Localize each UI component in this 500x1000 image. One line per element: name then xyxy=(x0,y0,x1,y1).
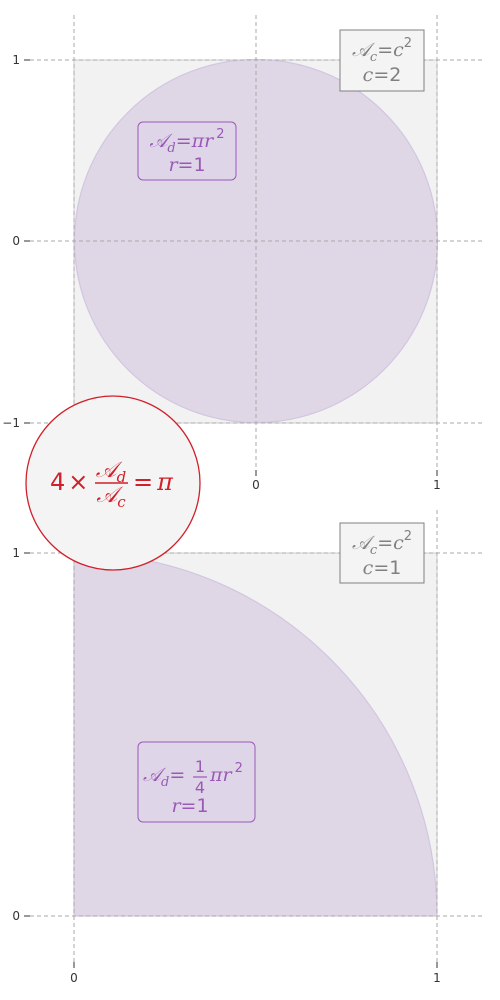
bottom-grid xyxy=(30,510,482,962)
pi-badge-lhs: 4 × xyxy=(50,468,88,496)
top-x-tick-label: 0 xyxy=(252,478,260,492)
bottom-quarter-disk xyxy=(73,552,438,917)
top-y-tick-label: 0 xyxy=(12,234,20,248)
pi-badge-rhs: = π xyxy=(133,468,174,496)
top-square-area-formula: 𝒜c=c2 xyxy=(352,36,412,65)
top-disk-area-formula: 𝒜d=πr 2 xyxy=(149,127,224,156)
bottom-disk-area-rhs: πr 2 xyxy=(209,761,243,786)
top-disk-label: 𝒜d=πr 2 r=1 xyxy=(137,121,237,181)
bottom-panel: 1 0 0 1 𝒜c=c2 c=1 𝒜d= 1 4 πr 2 r=1 xyxy=(12,510,482,985)
top-x-tick-label: 1 xyxy=(433,478,441,492)
top-y-tick-label: 1 xyxy=(12,53,20,67)
bottom-y-tick-label: 1 xyxy=(12,546,20,560)
bottom-x-ticks xyxy=(73,962,438,968)
bottom-square-label-box xyxy=(339,522,425,584)
bottom-x-tick-label: 0 xyxy=(70,971,78,985)
bottom-disk-label-box xyxy=(137,741,256,823)
top-y-tick-label: −1 xyxy=(2,416,20,430)
top-panel: 1 0 −1 −1 0 1 𝒜c=c2 c=2 𝒜d=πr2 r=1 xyxy=(2,15,482,492)
top-grid xyxy=(30,15,482,470)
top-x-ticks xyxy=(255,470,438,476)
top-square-label: 𝒜c=c2 c=2 xyxy=(339,29,425,92)
bottom-square-side-formula: c=1 xyxy=(363,557,402,579)
top-y-ticks xyxy=(24,59,30,424)
bottom-disk-radius-formula: r=1 xyxy=(171,795,208,817)
bottom-square-area-formula: 𝒜c=c2 xyxy=(352,529,412,558)
bottom-disk-label: 𝒜d= 1 4 πr 2 r=1 xyxy=(137,741,256,823)
bottom-y-tick-label: 0 xyxy=(12,909,20,923)
bottom-y-ticks xyxy=(24,552,30,917)
pi-badge: 4 × 𝒜d 𝒜c = π xyxy=(25,395,201,571)
bottom-disk-frac-den: 4 xyxy=(195,778,205,797)
bottom-x-tick-label: 1 xyxy=(433,971,441,985)
bottom-square-label: 𝒜c=c2 c=1 xyxy=(339,522,425,584)
bottom-disk-frac-num: 1 xyxy=(195,757,205,776)
top-disk-label-box xyxy=(137,121,237,181)
top-square-side-formula: c=2 xyxy=(363,64,402,86)
top-square-label-box xyxy=(339,29,425,92)
top-disk-radius-formula: r=1 xyxy=(168,154,205,176)
